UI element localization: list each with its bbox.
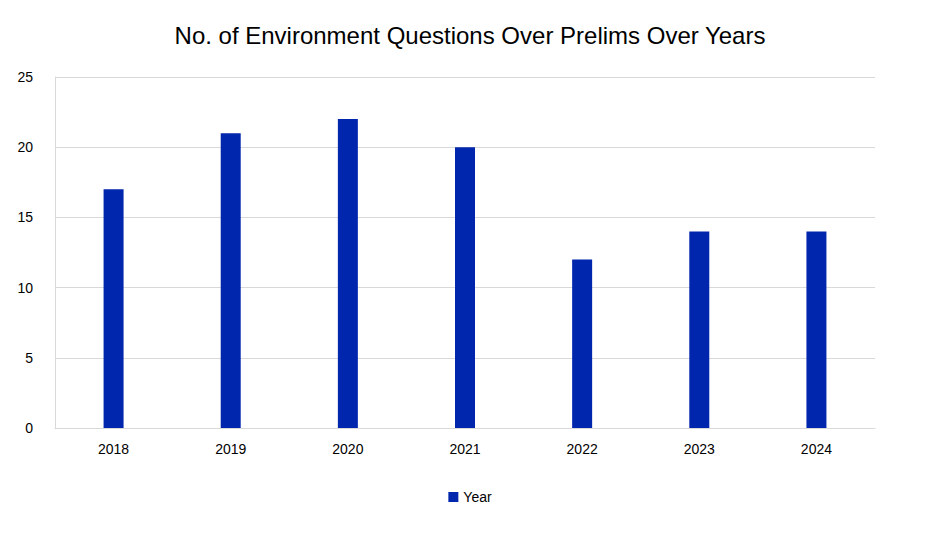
- svg-text:2024: 2024: [801, 441, 832, 457]
- svg-text:5: 5: [25, 350, 33, 366]
- svg-text:25: 25: [17, 69, 33, 85]
- svg-text:15: 15: [17, 209, 33, 225]
- svg-text:2018: 2018: [98, 441, 129, 457]
- svg-text:0: 0: [25, 420, 33, 436]
- svg-text:2020: 2020: [332, 441, 363, 457]
- svg-text:10: 10: [17, 280, 33, 296]
- svg-text:2022: 2022: [567, 441, 598, 457]
- svg-text:2021: 2021: [449, 441, 480, 457]
- svg-text:No. of Environment Questions O: No. of Environment Questions Over Prelim…: [175, 22, 766, 49]
- svg-text:2023: 2023: [684, 441, 715, 457]
- svg-text:20: 20: [17, 139, 33, 155]
- svg-text:Year: Year: [463, 489, 492, 505]
- svg-text:2019: 2019: [215, 441, 246, 457]
